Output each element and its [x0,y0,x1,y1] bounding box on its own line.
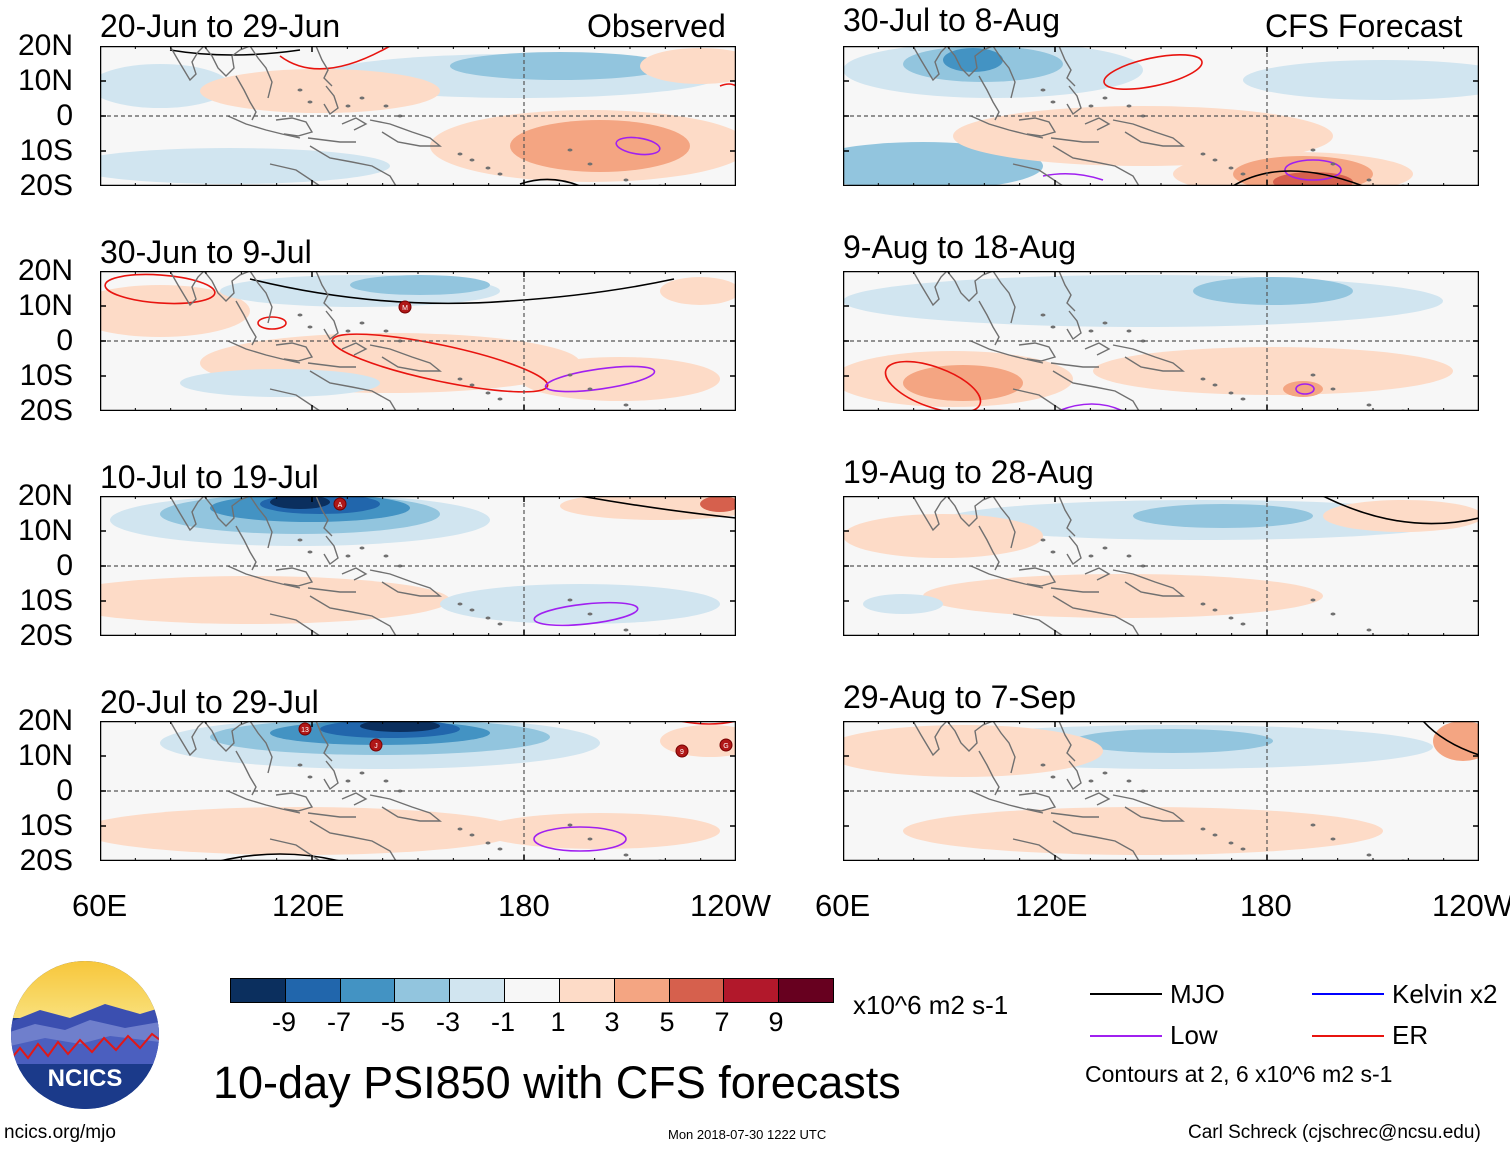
svg-text:M: M [402,305,408,312]
panel-title-obs-4: 20-Jul to 29-Jul [100,684,319,720]
map-fc-2 [843,271,1479,411]
colorbar-units: x10^6 m2 s-1 [853,990,1009,1020]
svg-text:J: J [374,743,378,750]
legend-line-er [1312,1035,1384,1037]
panel-title-obs-2: 30-Jun to 9-Jul [100,234,312,270]
panel-title-fc-2: 9-Aug to 18-Aug [843,229,1077,265]
map-obs-3: A [100,496,736,636]
panel-title-obs-3: 10-Jul to 19-Jul [100,459,319,495]
colorbar-swatch-3 [340,979,396,1002]
colorbar-swatch-1 [231,979,286,1002]
colorbar-swatch-5 [450,979,506,1002]
colorbar-swatch-10 [724,979,780,1002]
legend-label-er: ER [1392,1020,1429,1050]
storm-marker: M [398,300,412,314]
storm-marker: J [369,738,383,752]
legend-label-kelvin: Kelvin x2 [1392,979,1498,1009]
colorbar-swatch-2 [285,979,341,1002]
colorbar-swatch-4 [395,979,451,1002]
storm-marker: 13 [298,722,312,736]
panel-title-obs-1: 20-Jun to 29-Jun [100,8,341,44]
colorbar-swatch-6 [505,979,560,1002]
legend-line-mjo [1090,993,1162,995]
footer-author: Carl Schreck (cjschrec@ncsu.edu) [1188,1122,1481,1143]
legend-label-low: Low [1170,1020,1218,1050]
contour-note: Contours at 2, 6 x10^6 m2 s-1 [1085,1061,1393,1087]
colorbar-swatch-11 [779,979,833,1002]
main-title: 10-day PSI850 with CFS forecasts [213,1057,901,1108]
colorbar-swatch-9 [669,979,725,1002]
svg-text:G: G [723,743,728,750]
panel-title-fc-3: 19-Aug to 28-Aug [843,454,1094,490]
map-obs-4: 13 J 9 G [100,721,736,861]
colorbar [230,978,834,1003]
ncics-logo: NCICS [11,961,159,1109]
footer-timestamp: Mon 2018-07-30 1222 UTC [668,1127,827,1142]
svg-text:13: 13 [301,727,309,734]
observed-header: Observed [587,8,726,44]
legend-label-mjo: MJO [1170,979,1225,1009]
colorbar-swatch-7 [559,979,615,1002]
colorbar-swatch-8 [614,979,670,1002]
map-fc-3 [843,496,1479,636]
storm-marker: A [333,497,347,511]
svg-text:NCICS: NCICS [48,1065,123,1092]
legend-line-low [1090,1035,1162,1037]
panel-title-fc-4: 29-Aug to 7-Sep [843,679,1077,715]
map-fc-1 [843,46,1479,186]
map-obs-1 [100,46,736,186]
forecast-header: CFS Forecast [1265,8,1463,44]
storm-marker: 9 [675,744,689,758]
storm-marker: G [719,738,733,752]
footer-url: ncics.org/mjo [4,1122,116,1143]
legend-line-kelvin [1312,993,1384,995]
panel-title-fc-1: 30-Jul to 8-Aug [843,2,1061,38]
svg-text:9: 9 [680,749,684,756]
map-obs-2: M [100,271,736,411]
svg-text:A: A [338,502,343,509]
map-fc-4 [843,721,1479,861]
